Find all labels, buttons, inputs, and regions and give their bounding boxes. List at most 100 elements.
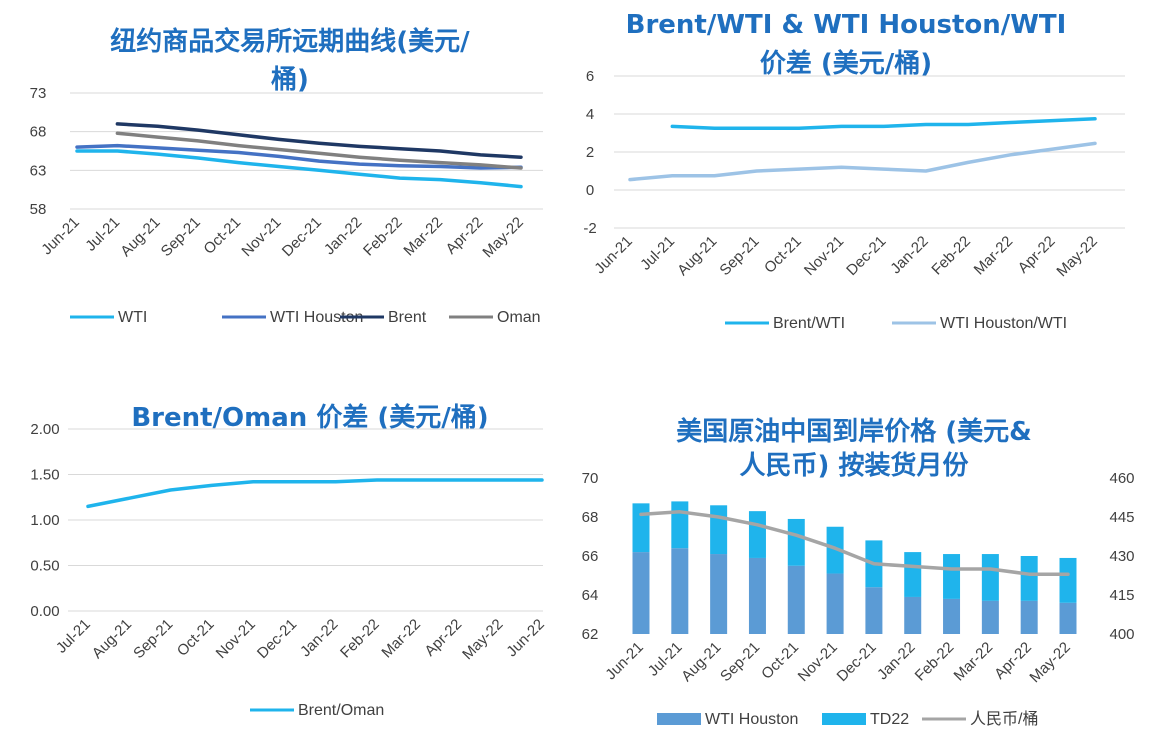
x-tick-label: Jul-21 <box>637 233 678 274</box>
series-line-0 <box>86 478 544 509</box>
chart-c3: Brent/Oman 价差 (美元/桶) 2.00 1.50 1.00 0.50 0.00… <box>30 402 547 719</box>
x-tick-label: Feb-22 <box>928 233 974 279</box>
bar-td22 <box>981 554 999 601</box>
x-tick-label: Jan-22 <box>297 616 341 660</box>
series-line-1 <box>75 143 523 170</box>
y-tick-label: 62 <box>582 626 599 643</box>
bar-td22 <box>1020 556 1038 601</box>
series-line-rmb <box>639 510 1070 576</box>
y-tick-label: 0.00 <box>30 603 59 620</box>
series-line-3 <box>115 131 523 170</box>
bar-td22 <box>787 518 805 566</box>
x-tick-label: Dec-21 <box>254 616 300 662</box>
x-tick-label: Jun-21 <box>591 233 635 277</box>
x-tick-label: Mar-22 <box>971 233 1017 279</box>
chart-title-line: Brent/WTI & WTI Houston/WTI <box>626 10 1067 40</box>
legend-label: Brent/Oman <box>298 702 384 719</box>
x-tick-label: Nov-21 <box>801 233 847 279</box>
x-tick-label: Apr-22 <box>1015 233 1059 277</box>
series-line-1 <box>628 141 1097 182</box>
bar-wti-houston <box>1059 602 1077 634</box>
series-line-2 <box>115 122 523 159</box>
legend-label: Oman <box>497 309 541 326</box>
y-tick-label: 68 <box>582 509 599 526</box>
series-line-0 <box>75 149 523 189</box>
bar-td22 <box>748 511 766 558</box>
legend-label: 人民币/桶 <box>970 710 1038 728</box>
bar-wti-houston <box>904 596 922 634</box>
chart-c2: Brent/WTI & WTI Houston/WTI 价差 (美元/桶) 6 4 2 0… <box>583 10 1125 332</box>
x-tick-label: Dec-21 <box>279 214 325 260</box>
x-tick-label: Mar-22 <box>378 616 424 662</box>
x-tick-label: May-22 <box>459 616 506 663</box>
bar-td22 <box>943 554 961 599</box>
bar-wti-houston <box>787 565 805 634</box>
x-tick-label: Feb-22 <box>360 214 406 260</box>
legend-label: WTI <box>118 309 147 326</box>
x-tick-label: Oct-21 <box>174 616 218 660</box>
chart-c4: 美国原油中国到岸价格 (美元&人民币) 按装货月份 70 68 66 64 62 460 44… <box>582 416 1135 728</box>
bar-td22 <box>710 505 728 555</box>
bar-td22 <box>1059 557 1077 603</box>
bar-wti-houston <box>632 552 650 634</box>
chart-title-line: 桶) <box>271 64 309 95</box>
legend-label: TD22 <box>870 711 909 728</box>
x-tick-label: Dec-21 <box>834 639 880 685</box>
x-tick-label: May-22 <box>1053 233 1100 280</box>
bar-wti-houston <box>981 600 999 634</box>
x-tick-label: Feb-22 <box>912 639 958 685</box>
x-tick-label: Dec-21 <box>843 233 889 279</box>
x-tick-label: Apr-22 <box>421 616 465 660</box>
x-tick-label: Mar-22 <box>951 639 997 685</box>
x-tick-label: May-22 <box>479 214 526 261</box>
y-tick-label: 64 <box>582 587 599 604</box>
x-tick-label: Nov-21 <box>213 616 259 662</box>
legend-label: WTI Houston <box>270 309 363 326</box>
x-tick-label: Jan-22 <box>321 214 365 258</box>
y-tick-label: -2 <box>583 220 596 237</box>
x-tick-label: Nov-21 <box>238 214 284 260</box>
bar-wti-houston <box>865 587 883 634</box>
x-tick-label: Jun-21 <box>38 214 82 258</box>
y-tick-label: 1.00 <box>30 512 59 529</box>
x-tick-label: Sep-21 <box>130 616 176 662</box>
x-tick-label: Sep-21 <box>717 639 763 685</box>
x-tick-label: Jun-21 <box>602 639 646 683</box>
x-tick-label: Nov-21 <box>795 639 841 685</box>
y-tick-label: 2.00 <box>30 421 59 438</box>
x-tick-label: Jun-22 <box>503 616 547 660</box>
bar-wti-houston <box>826 573 844 634</box>
bar-wti-houston <box>671 548 689 634</box>
x-tick-label: Jul-21 <box>53 616 94 657</box>
bar-wti-houston <box>1020 600 1038 634</box>
legend-label: Brent <box>388 309 427 326</box>
legend-swatch <box>822 713 866 725</box>
chart-title-line: 纽约商品交易所远期曲线(美元/ <box>110 26 470 57</box>
x-tick-label: Sep-21 <box>716 233 762 279</box>
chart-title-line: Brent/Oman 价差 (美元/桶) <box>131 402 488 433</box>
y-tick-label: 1.50 <box>30 467 59 484</box>
x-tick-label: Jan-22 <box>887 233 931 277</box>
y-tick-label: 4 <box>586 106 594 123</box>
y-tick-label: 68 <box>30 124 47 141</box>
bar-td22 <box>904 552 922 597</box>
legend-label: WTI Houston/WTI <box>940 315 1067 332</box>
x-tick-label: Sep-21 <box>158 214 204 260</box>
y-tick-label: 66 <box>582 548 599 565</box>
y-tick-label: 430 <box>1109 548 1134 565</box>
chart-title-line: 价差 (美元/桶) <box>760 48 932 79</box>
y-tick-label: 445 <box>1109 509 1134 526</box>
bar-wti-houston <box>943 598 961 634</box>
x-tick-label: Mar-22 <box>400 214 446 260</box>
y-tick-label: 2 <box>586 144 594 161</box>
chart-title-line: 人民币) 按装货月份 <box>740 450 969 481</box>
y-tick-label: 460 <box>1109 470 1134 487</box>
y-tick-label: 0.50 <box>30 558 59 575</box>
y-tick-label: 0 <box>586 182 594 199</box>
bar-td22 <box>632 503 650 553</box>
x-tick-label: Oct-21 <box>758 639 802 683</box>
legend-label: WTI Houston <box>705 711 798 728</box>
legend-label: Brent/WTI <box>773 315 845 332</box>
